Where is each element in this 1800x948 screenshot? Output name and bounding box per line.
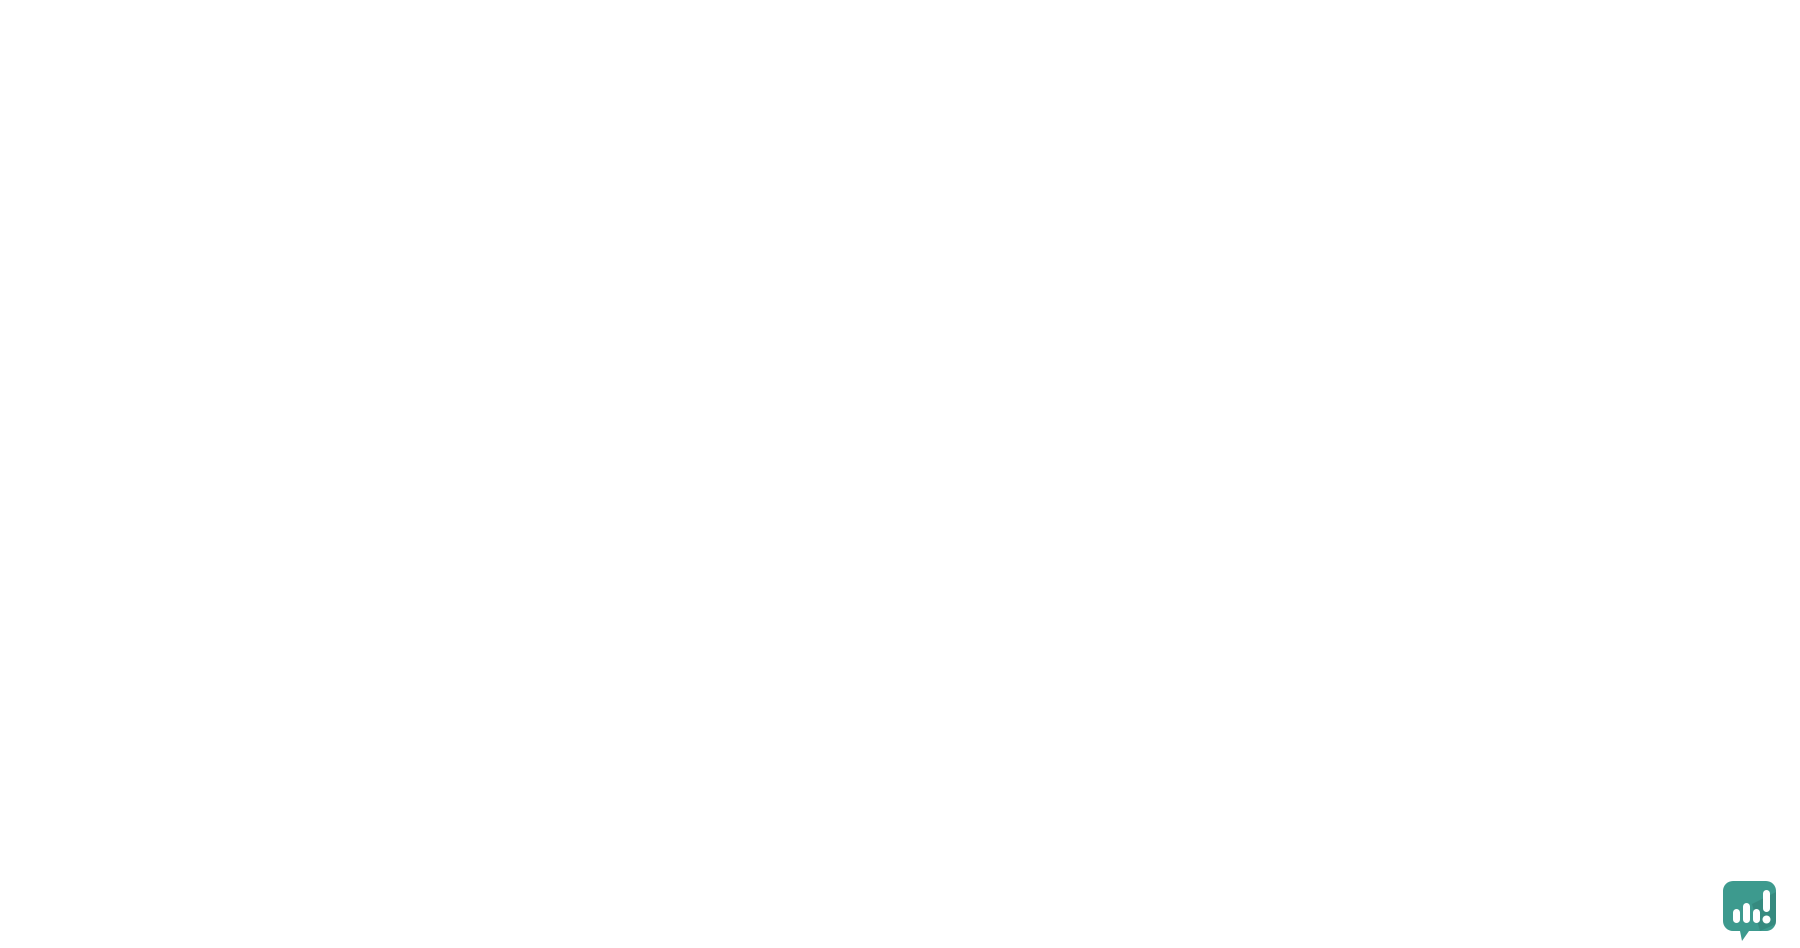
logo-bar-1 [1733, 909, 1740, 923]
bar-chart-speech-bubble-icon [1723, 881, 1776, 941]
newsworthy-logo [1722, 880, 1792, 942]
logo-bar-2 [1743, 903, 1750, 923]
logo-exclamation-bar [1763, 890, 1770, 912]
logo-bar-3 [1753, 909, 1760, 923]
logo-exclamation-dot [1762, 915, 1771, 924]
unemployment-line-chart [0, 0, 1800, 870]
